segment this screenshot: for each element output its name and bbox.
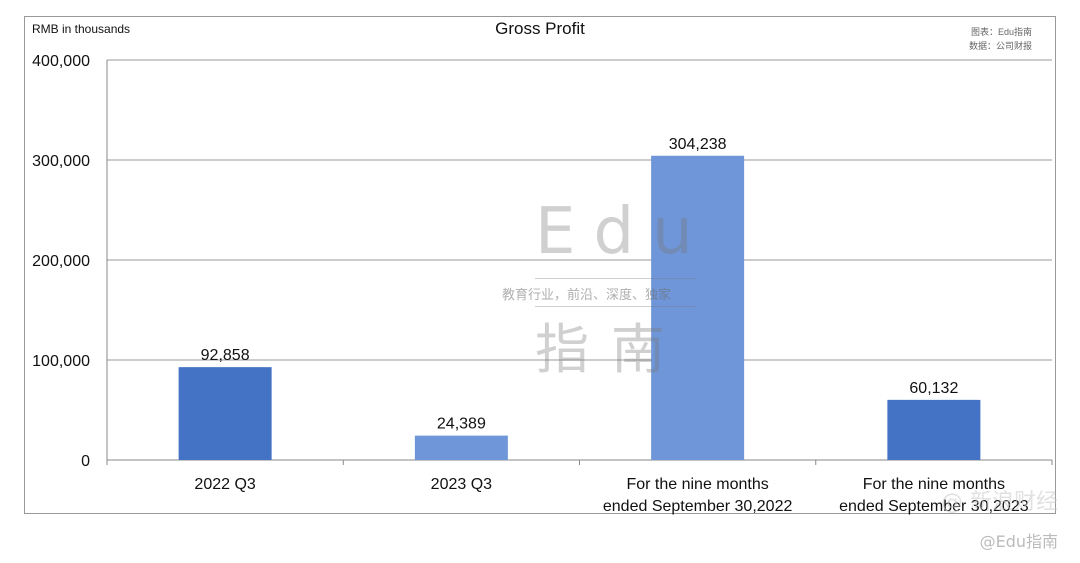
- weibo-overlay: @ 新浪财经: [941, 490, 1058, 515]
- unit-label: RMB in thousands: [32, 22, 131, 36]
- chart-frame: [24, 16, 1056, 514]
- watermark-brand: Edu: [535, 195, 711, 269]
- watermark-tagline: 教育行业，前沿、深度、独家: [502, 288, 672, 303]
- bar: [414, 435, 508, 460]
- y-tick-label: 0: [81, 453, 90, 470]
- watermark-divider: [535, 306, 695, 307]
- y-tick-label: 300,000: [32, 153, 90, 170]
- x-tick-label: ended September 30,2023: [839, 498, 1029, 515]
- x-tick-label: ended September 30,2022: [603, 498, 793, 515]
- watermark-brand-cn: 指南: [535, 318, 687, 381]
- source-line-data: 数据：公司财报: [968, 41, 1032, 51]
- chart-title: Gross Profit: [495, 19, 585, 38]
- source-line-chart: 图表：Edu指南: [970, 27, 1032, 37]
- weibo-handle: @Edu指南: [979, 532, 1058, 551]
- y-tick-label: 200,000: [32, 253, 90, 270]
- x-tick-label: For the nine months: [626, 476, 768, 493]
- x-tick-label: 2023 Q3: [431, 476, 492, 493]
- x-tick-label: 2022 Q3: [194, 476, 255, 493]
- watermark-divider: [535, 278, 695, 279]
- data-label: 60,132: [909, 380, 958, 397]
- bar: [651, 155, 745, 460]
- y-tick-label: 100,000: [32, 353, 90, 370]
- data-label: 92,858: [201, 347, 250, 364]
- data-label: 304,238: [669, 136, 727, 153]
- source-note: 图表：Edu指南 数据：公司财报: [969, 25, 1032, 53]
- x-tick-label: For the nine months: [863, 476, 1005, 493]
- bar: [178, 367, 272, 460]
- bar: [887, 399, 981, 460]
- data-label: 24,389: [437, 416, 486, 433]
- y-tick-label: 400,000: [32, 53, 90, 70]
